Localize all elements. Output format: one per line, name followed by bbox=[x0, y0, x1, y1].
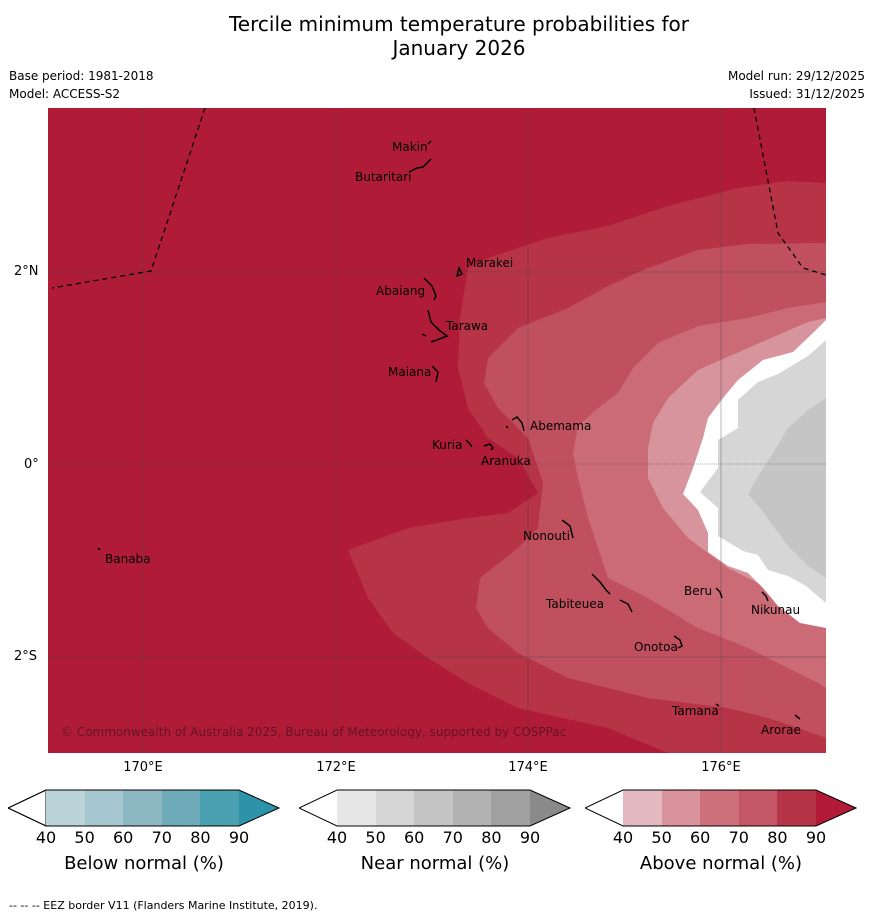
colorbar-tick: 70 bbox=[728, 828, 749, 847]
label-marakei: Marakei bbox=[466, 256, 513, 270]
title-line-1: Tercile minimum temperature probabilitie… bbox=[228, 12, 690, 36]
islands bbox=[97, 140, 801, 720]
island-arorae bbox=[794, 714, 801, 720]
chart-title: Tercile minimum temperature probabilitie… bbox=[0, 12, 873, 60]
island-beru bbox=[715, 587, 723, 599]
colorbar-title-above: Above normal (%) bbox=[639, 853, 803, 874]
label-arorae: Arorae bbox=[761, 723, 801, 737]
island-nikunau bbox=[761, 591, 769, 602]
lon-label-170e: 170°E bbox=[123, 760, 163, 775]
gridlines bbox=[48, 108, 826, 753]
colorbar-tick: 90 bbox=[805, 828, 827, 847]
colorbar-tick: 80 bbox=[767, 828, 788, 847]
title-line-2: January 2026 bbox=[392, 36, 526, 60]
lat-label-2n: 2°N bbox=[14, 264, 39, 279]
colorbar-tick: 90 bbox=[228, 828, 250, 847]
island-aranuka bbox=[483, 443, 494, 451]
colorbar-tick: 80 bbox=[481, 828, 502, 847]
colorbar-near-normal bbox=[299, 789, 571, 827]
label-tamana: Tamana bbox=[671, 704, 719, 718]
lon-label-172e: 172°E bbox=[316, 760, 356, 775]
label-onotoa: Onotoa bbox=[634, 640, 678, 654]
colorbar-tick: 90 bbox=[519, 828, 541, 847]
colorbar-tick: 70 bbox=[151, 828, 172, 847]
island-onotoa bbox=[673, 635, 683, 649]
eez-border bbox=[51, 108, 826, 289]
island-tarawa bbox=[421, 309, 449, 343]
lat-label-0: 0° bbox=[24, 457, 39, 472]
label-abemama: Abemama bbox=[530, 419, 591, 433]
probability-map: Makin Butaritari Marakei Abaiang Tarawa … bbox=[48, 108, 826, 753]
meta-right: Model run: 29/12/2025 Issued: 31/12/2025 bbox=[728, 67, 865, 103]
base-period: Base period: 1981-2018 bbox=[9, 69, 154, 83]
island-maiana bbox=[431, 365, 439, 383]
copyright-text: © Commonwealth of Australia 2025, Bureau… bbox=[61, 725, 566, 739]
colorbar-title-near: Near normal (%) bbox=[360, 853, 510, 874]
island-nonouti bbox=[561, 519, 574, 539]
label-banaba: Banaba bbox=[105, 552, 151, 566]
meta-left: Base period: 1981-2018 Model: ACCESS-S2 bbox=[9, 67, 154, 103]
colorbar-tick: 50 bbox=[365, 828, 386, 847]
model-name: Model: ACCESS-S2 bbox=[9, 87, 121, 101]
label-tarawa: Tarawa bbox=[445, 319, 488, 333]
island-kuria bbox=[465, 439, 473, 448]
island-banaba bbox=[97, 547, 101, 551]
label-kuria: Kuria bbox=[432, 438, 463, 452]
model-run: Model run: 29/12/2025 bbox=[727, 69, 865, 83]
island-marakei bbox=[455, 265, 464, 278]
colorbar-tick: 50 bbox=[651, 828, 672, 847]
label-beru: Beru bbox=[684, 584, 712, 598]
label-nonouti: Nonouti bbox=[523, 529, 570, 543]
island-abemama bbox=[505, 416, 525, 432]
region-near-60 bbox=[748, 398, 826, 578]
colorbar-below-normal bbox=[8, 789, 280, 827]
colorbar-tick: 60 bbox=[404, 828, 425, 847]
issued-date: Issued: 31/12/2025 bbox=[749, 87, 865, 101]
colorbar-tick: 80 bbox=[190, 828, 211, 847]
lat-label-2s: 2°S bbox=[14, 649, 38, 664]
island-abaiang bbox=[423, 277, 437, 301]
label-makin: Makin bbox=[392, 140, 428, 154]
island-tamana bbox=[715, 703, 720, 707]
island-tabiteuea bbox=[591, 573, 633, 613]
label-maiana: Maiana bbox=[388, 365, 431, 379]
footnote: -- -- -- EEZ border V11 (Flanders Marine… bbox=[9, 899, 318, 912]
label-nikunau: Nikunau bbox=[751, 603, 800, 617]
island-makin bbox=[427, 140, 432, 145]
colorbar-tick: 60 bbox=[690, 828, 711, 847]
colorbar-above-normal bbox=[585, 789, 857, 827]
place-labels: Makin Butaritari Marakei Abaiang Tarawa … bbox=[105, 140, 801, 737]
colorbar-title-below: Below normal (%) bbox=[64, 853, 224, 874]
colorbar-tick: 50 bbox=[74, 828, 95, 847]
label-aranuka: Aranuka bbox=[481, 454, 531, 468]
label-tabiteuea: Tabiteuea bbox=[545, 597, 604, 611]
lon-label-176e: 176°E bbox=[701, 760, 741, 775]
island-butaritari bbox=[408, 158, 432, 173]
colorbar-tick: 40 bbox=[326, 828, 348, 847]
lon-label-174e: 174°E bbox=[508, 760, 548, 775]
label-abaiang: Abaiang bbox=[376, 284, 425, 298]
colorbar-tick: 40 bbox=[35, 828, 57, 847]
colorbar-tick: 70 bbox=[442, 828, 463, 847]
colorbar-tick: 60 bbox=[113, 828, 134, 847]
colorbar-tick: 40 bbox=[612, 828, 634, 847]
label-butaritari: Butaritari bbox=[355, 170, 412, 184]
